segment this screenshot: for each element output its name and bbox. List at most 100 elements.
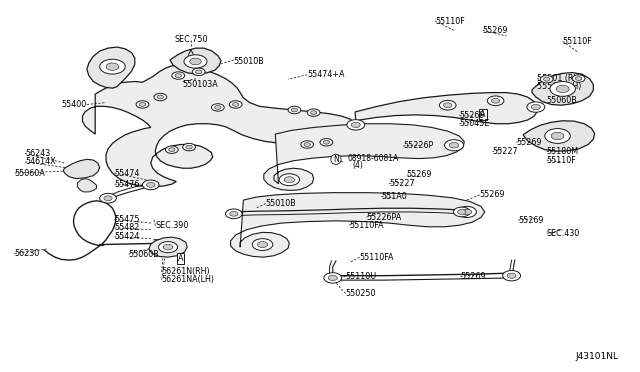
Circle shape (184, 55, 207, 68)
Circle shape (104, 196, 112, 201)
Text: 54614X: 54614X (25, 157, 56, 166)
Text: 55269: 55269 (479, 190, 505, 199)
Circle shape (449, 142, 459, 148)
Circle shape (189, 58, 201, 65)
Circle shape (100, 193, 116, 203)
Circle shape (487, 96, 504, 106)
Circle shape (307, 109, 320, 116)
Circle shape (100, 59, 125, 74)
Circle shape (166, 146, 178, 153)
Circle shape (545, 129, 570, 143)
Text: 55180M: 55180M (547, 147, 579, 156)
Text: A: A (178, 254, 184, 263)
Polygon shape (264, 124, 465, 190)
Circle shape (454, 207, 470, 217)
Circle shape (440, 100, 456, 110)
Polygon shape (63, 159, 100, 179)
Text: SEC.430: SEC.430 (547, 229, 580, 238)
Text: 55474: 55474 (115, 169, 140, 177)
Circle shape (556, 85, 569, 93)
Text: 08918-6081A: 08918-6081A (348, 154, 399, 163)
Circle shape (214, 106, 221, 109)
Text: (4): (4) (353, 161, 364, 170)
Circle shape (252, 238, 273, 250)
Circle shape (163, 244, 173, 250)
Circle shape (186, 145, 192, 149)
Circle shape (351, 122, 360, 128)
Circle shape (211, 104, 224, 111)
Circle shape (531, 105, 540, 110)
Text: 55110U: 55110U (346, 272, 377, 281)
Circle shape (195, 70, 202, 74)
Text: J43101NL: J43101NL (575, 352, 618, 361)
Text: 551A0: 551A0 (381, 192, 407, 201)
Circle shape (182, 143, 195, 151)
Text: 55269: 55269 (461, 272, 486, 281)
Circle shape (492, 98, 500, 103)
Circle shape (527, 102, 545, 112)
Text: 55060A: 55060A (15, 169, 45, 177)
Circle shape (320, 138, 333, 146)
Polygon shape (347, 93, 537, 142)
Text: 55502 (LH): 55502 (LH) (537, 82, 582, 91)
Circle shape (310, 111, 317, 115)
Text: 55110F: 55110F (563, 37, 593, 46)
Circle shape (444, 103, 452, 108)
Polygon shape (77, 179, 97, 192)
Text: 55045E: 55045E (460, 119, 490, 128)
Circle shape (572, 75, 585, 82)
Text: SEC.750: SEC.750 (174, 35, 208, 44)
Text: 55424: 55424 (115, 232, 140, 241)
Polygon shape (523, 121, 595, 151)
Text: 55110FA: 55110FA (360, 253, 394, 262)
Text: 55060B: 55060B (547, 96, 577, 105)
Text: 55269: 55269 (407, 170, 433, 179)
Circle shape (225, 209, 242, 219)
Text: 56243: 56243 (25, 149, 50, 158)
Text: 550103A: 550103A (182, 80, 218, 89)
Circle shape (304, 142, 310, 146)
Text: 55400: 55400 (61, 100, 87, 109)
Circle shape (279, 174, 300, 186)
Circle shape (550, 81, 575, 96)
Text: 55269: 55269 (460, 111, 484, 120)
Text: 55474+A: 55474+A (307, 70, 345, 79)
Circle shape (143, 180, 159, 190)
Circle shape (172, 72, 184, 79)
Polygon shape (170, 48, 221, 74)
Circle shape (230, 211, 238, 216)
Text: 55060B: 55060B (129, 250, 159, 259)
Circle shape (257, 241, 268, 247)
Circle shape (140, 103, 146, 106)
Circle shape (169, 148, 175, 151)
Text: 55475: 55475 (115, 215, 140, 224)
Circle shape (154, 93, 167, 101)
Circle shape (543, 77, 550, 81)
Text: 56261NA(LH): 56261NA(LH) (162, 275, 214, 284)
Circle shape (136, 101, 149, 108)
Circle shape (458, 206, 476, 218)
Text: 55501 (RH): 55501 (RH) (537, 74, 582, 83)
Circle shape (288, 106, 301, 114)
Text: 55010B: 55010B (234, 57, 264, 66)
Circle shape (284, 177, 294, 183)
Text: 55226PA: 55226PA (367, 213, 402, 222)
Text: 56261N(RH): 56261N(RH) (162, 267, 211, 276)
Circle shape (502, 270, 520, 281)
Polygon shape (83, 65, 358, 187)
Text: 55269: 55269 (483, 26, 508, 35)
Circle shape (347, 120, 365, 130)
Text: 55476: 55476 (115, 180, 140, 189)
Circle shape (540, 76, 553, 83)
Circle shape (445, 140, 464, 151)
Text: 550250: 550250 (346, 289, 376, 298)
Text: 55110F: 55110F (547, 155, 577, 164)
Circle shape (301, 141, 314, 148)
Circle shape (462, 209, 472, 215)
Circle shape (324, 273, 342, 283)
Text: 56230: 56230 (15, 249, 40, 258)
Text: N: N (333, 155, 339, 164)
Text: 55227: 55227 (389, 179, 415, 188)
Text: 55110FA: 55110FA (349, 221, 384, 230)
Text: 55269: 55269 (516, 138, 542, 147)
